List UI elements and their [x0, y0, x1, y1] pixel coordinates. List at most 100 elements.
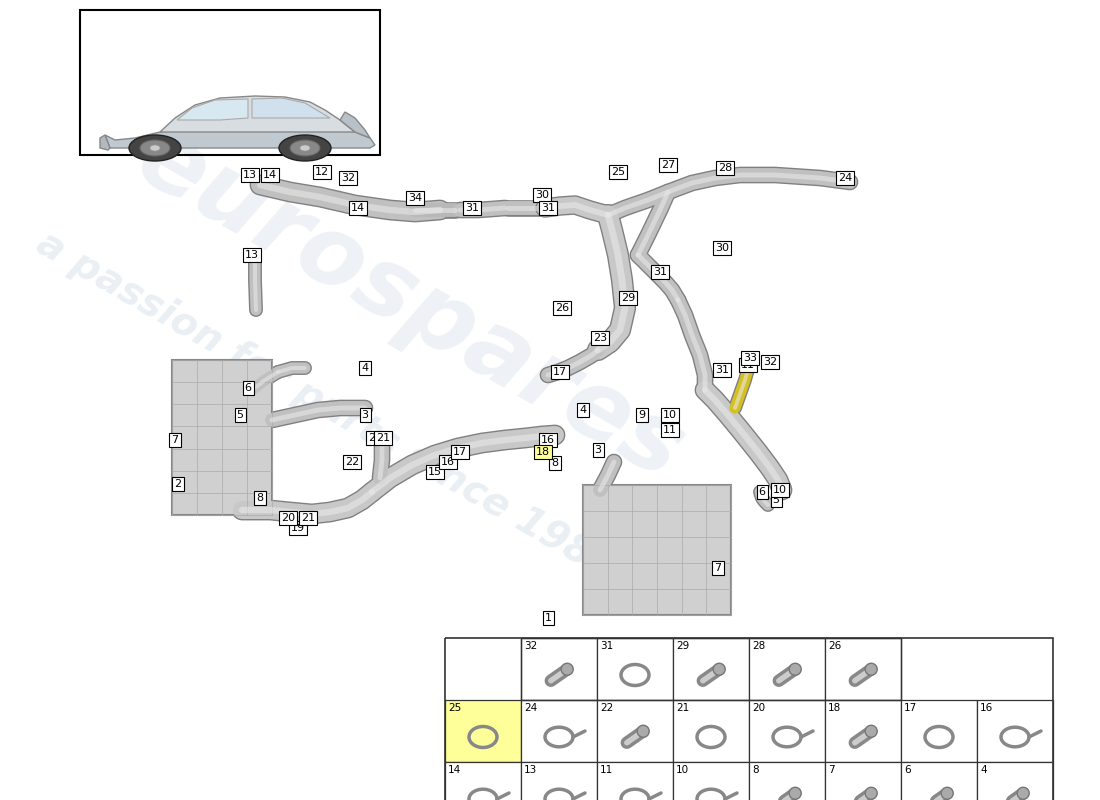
- Text: 9: 9: [638, 410, 646, 420]
- Text: 34: 34: [408, 193, 422, 203]
- Text: 16: 16: [441, 457, 455, 467]
- Ellipse shape: [150, 145, 160, 151]
- Text: 30: 30: [715, 243, 729, 253]
- Polygon shape: [100, 135, 110, 150]
- Text: 7: 7: [714, 563, 722, 573]
- Text: 22: 22: [345, 457, 359, 467]
- Ellipse shape: [866, 726, 877, 738]
- Text: 19: 19: [290, 523, 305, 533]
- Bar: [977, 700, 1053, 762]
- Ellipse shape: [129, 135, 182, 161]
- Bar: [583, 485, 732, 615]
- Bar: [749, 762, 825, 800]
- Ellipse shape: [140, 140, 170, 156]
- Ellipse shape: [789, 787, 801, 799]
- Bar: [825, 762, 901, 800]
- Bar: [673, 638, 749, 700]
- Text: 27: 27: [661, 160, 675, 170]
- Bar: [673, 762, 749, 800]
- Polygon shape: [104, 126, 375, 148]
- Text: 16: 16: [541, 435, 556, 445]
- Text: 11: 11: [741, 360, 755, 370]
- Text: 6: 6: [244, 383, 252, 393]
- Text: 7: 7: [828, 765, 835, 775]
- Text: 17: 17: [453, 447, 468, 457]
- Text: 32: 32: [524, 641, 537, 651]
- Text: 6: 6: [904, 765, 911, 775]
- Bar: [172, 360, 272, 515]
- Text: 15: 15: [428, 467, 442, 477]
- Text: 13: 13: [524, 765, 537, 775]
- Text: 11: 11: [663, 425, 676, 435]
- Text: 10: 10: [663, 410, 676, 420]
- Text: 28: 28: [718, 163, 733, 173]
- Text: 11: 11: [600, 765, 614, 775]
- Text: 10: 10: [773, 485, 786, 495]
- Bar: [597, 638, 673, 700]
- Bar: [673, 700, 749, 762]
- Text: 20: 20: [280, 513, 295, 523]
- Text: 4: 4: [580, 405, 586, 415]
- Text: 31: 31: [600, 641, 614, 651]
- Text: 31: 31: [541, 203, 556, 213]
- Bar: [521, 762, 597, 800]
- Bar: [446, 638, 1053, 800]
- Text: 12: 12: [315, 167, 329, 177]
- Bar: [825, 638, 901, 700]
- Text: 25: 25: [448, 703, 461, 713]
- Text: 13: 13: [243, 170, 257, 180]
- Bar: [597, 762, 673, 800]
- Text: 31: 31: [465, 203, 478, 213]
- Ellipse shape: [866, 787, 877, 799]
- Polygon shape: [252, 98, 330, 118]
- Text: eurospares: eurospares: [120, 112, 700, 500]
- Text: 16: 16: [980, 703, 993, 713]
- Bar: [446, 762, 521, 800]
- Text: 23: 23: [593, 333, 607, 343]
- Text: 18: 18: [828, 703, 842, 713]
- Text: 8: 8: [256, 493, 264, 503]
- Text: 26: 26: [554, 303, 569, 313]
- Bar: [521, 638, 597, 700]
- Text: 5: 5: [772, 495, 780, 505]
- Ellipse shape: [300, 145, 310, 151]
- Text: 25: 25: [610, 167, 625, 177]
- Text: 32: 32: [763, 357, 777, 367]
- Bar: [749, 700, 825, 762]
- Polygon shape: [160, 96, 355, 132]
- Text: 17: 17: [904, 703, 917, 713]
- Text: 8: 8: [551, 458, 559, 468]
- Ellipse shape: [290, 140, 320, 156]
- Text: 24: 24: [524, 703, 537, 713]
- Bar: [825, 700, 901, 762]
- Text: 26: 26: [828, 641, 842, 651]
- Text: 17: 17: [553, 367, 568, 377]
- Ellipse shape: [789, 663, 801, 675]
- Text: 13: 13: [245, 250, 258, 260]
- Text: 3: 3: [362, 410, 369, 420]
- Text: 1: 1: [544, 613, 551, 623]
- Text: 4: 4: [980, 765, 987, 775]
- Text: 4: 4: [362, 363, 369, 373]
- Text: 20: 20: [367, 433, 382, 443]
- Text: 21: 21: [376, 433, 390, 443]
- Text: 8: 8: [752, 765, 759, 775]
- Text: 3: 3: [594, 445, 602, 455]
- Text: 21: 21: [301, 513, 315, 523]
- Polygon shape: [177, 99, 248, 120]
- Text: a passion for parts since 1985: a passion for parts since 1985: [30, 225, 622, 588]
- Ellipse shape: [637, 726, 649, 738]
- Text: 14: 14: [351, 203, 365, 213]
- Text: 21: 21: [676, 703, 690, 713]
- Text: 6: 6: [759, 487, 766, 497]
- Text: 30: 30: [535, 190, 549, 200]
- Ellipse shape: [561, 663, 573, 675]
- Bar: [521, 700, 597, 762]
- Text: 22: 22: [600, 703, 614, 713]
- Ellipse shape: [866, 663, 877, 675]
- Ellipse shape: [713, 663, 725, 675]
- Bar: [749, 638, 825, 700]
- Bar: [977, 762, 1053, 800]
- Ellipse shape: [942, 787, 954, 799]
- Text: 32: 32: [341, 173, 355, 183]
